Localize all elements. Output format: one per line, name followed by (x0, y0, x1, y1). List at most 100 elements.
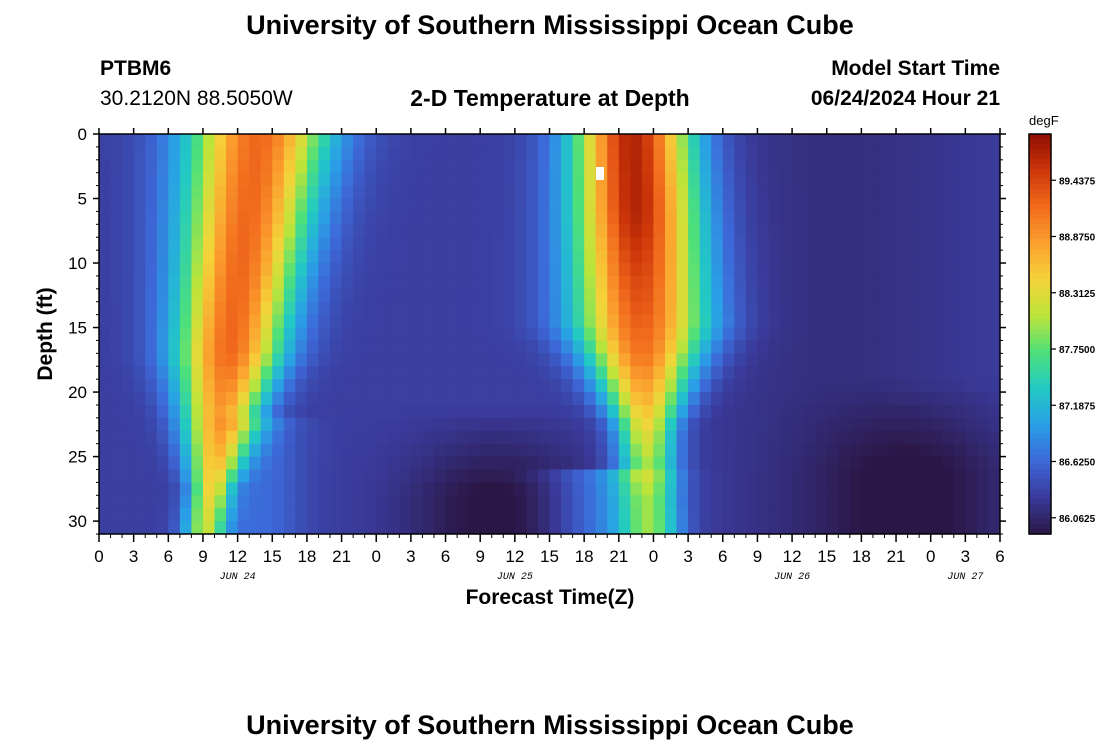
heatmap-cell (722, 288, 735, 303)
heatmap-cell (226, 404, 239, 419)
heatmap-cell (503, 211, 516, 225)
heatmap-cell (930, 353, 943, 367)
heatmap-cell (433, 508, 447, 522)
heatmap-cell (237, 495, 250, 509)
heatmap-cell (896, 250, 909, 264)
heatmap-cell (457, 495, 470, 509)
heatmap-cell (572, 521, 585, 534)
heatmap-cell (780, 263, 793, 277)
heatmap-cell (919, 263, 932, 277)
heatmap-cell (537, 263, 551, 277)
heatmap-cell (295, 159, 308, 174)
heatmap-cell (872, 495, 886, 509)
heatmap-cell (480, 417, 493, 432)
heatmap-cell (491, 353, 504, 367)
heatmap-cell (399, 469, 412, 483)
heatmap-cell (468, 198, 481, 213)
heatmap-cell (457, 263, 470, 277)
heatmap-cell (561, 430, 574, 445)
heatmap-cell (503, 185, 516, 200)
heatmap-cell (122, 185, 135, 200)
heatmap-cell (168, 172, 181, 187)
heatmap-cell (191, 366, 204, 380)
heatmap-cell (838, 404, 851, 419)
heatmap-cell (168, 521, 181, 534)
heatmap-cell (572, 417, 585, 432)
heatmap-cell (896, 301, 909, 316)
heatmap-cell (884, 417, 897, 432)
heatmap-cell (872, 237, 886, 251)
heatmap-cell (364, 340, 377, 354)
heatmap-cell (99, 404, 112, 419)
heatmap-cell (815, 404, 828, 419)
heatmap-cell (965, 172, 978, 187)
heatmap-cell (341, 353, 354, 367)
heatmap-cell (191, 237, 204, 251)
heatmap-cell (110, 263, 123, 277)
heatmap-cell (330, 392, 343, 406)
heatmap-cell (584, 301, 597, 316)
heatmap-cell (711, 379, 724, 393)
heatmap-cell (953, 250, 966, 264)
heatmap-cell (919, 495, 932, 509)
heatmap-cell (953, 443, 966, 458)
heatmap-cell (688, 146, 701, 161)
heatmap-cell (884, 392, 897, 406)
heatmap-cell (595, 263, 608, 277)
heatmap-cell (422, 185, 435, 200)
heatmap-cell (988, 353, 1000, 367)
heatmap-cell (191, 211, 204, 225)
heatmap-cell (826, 443, 839, 458)
heatmap-cell (445, 443, 458, 458)
heatmap-cell (907, 172, 920, 187)
heatmap-cell (896, 508, 909, 522)
heatmap-cell (884, 508, 897, 522)
footer-title: University of Southern Mississippi Ocean… (246, 710, 854, 740)
heatmap-cell (387, 301, 400, 316)
x-tick-label: 9 (475, 547, 484, 566)
heatmap-cell (122, 263, 135, 277)
heatmap-cell (318, 185, 331, 200)
heatmap-cell (457, 366, 470, 380)
heatmap-cell (399, 288, 412, 303)
heatmap-cell (537, 288, 551, 303)
heatmap-cell (445, 469, 458, 483)
heatmap-cell (491, 327, 504, 342)
heatmap-cell (145, 521, 158, 534)
heatmap-cell (907, 482, 920, 496)
heatmap-cell (676, 379, 689, 393)
heatmap-cell (133, 521, 146, 534)
heatmap-cell (595, 211, 608, 225)
heatmap-cell (618, 366, 631, 380)
heatmap-cell (849, 443, 862, 458)
heatmap-cell (896, 469, 909, 483)
heatmap-cell (734, 301, 747, 316)
heatmap-cell (433, 379, 447, 393)
heatmap-cell (665, 275, 678, 290)
heatmap-cell (988, 430, 1000, 445)
colorbar-segment (1029, 204, 1051, 210)
heatmap-cell (907, 366, 920, 380)
heatmap-cell (884, 211, 897, 225)
heatmap-cell (226, 172, 239, 187)
heatmap-cell (572, 211, 585, 225)
heatmap-cell (387, 237, 400, 251)
heatmap-cell (491, 443, 504, 458)
heatmap-cell (849, 379, 862, 393)
heatmap-cell (572, 185, 585, 200)
heatmap-cell (341, 134, 354, 148)
heatmap-cell (214, 314, 227, 329)
heatmap-cell (641, 224, 655, 238)
colorbar-segment (1029, 229, 1051, 235)
heatmap-cell (214, 366, 227, 380)
heatmap-cell (815, 224, 828, 238)
heatmap-cell (514, 392, 527, 406)
heatmap-cell (849, 508, 862, 522)
heatmap-cell (665, 521, 678, 534)
heatmap-cell (965, 340, 978, 354)
heatmap-cell (168, 134, 181, 148)
heatmap-cell (214, 172, 227, 187)
heatmap-cell (930, 469, 943, 483)
heatmap-cell (803, 250, 816, 264)
heatmap-cell (780, 159, 793, 174)
